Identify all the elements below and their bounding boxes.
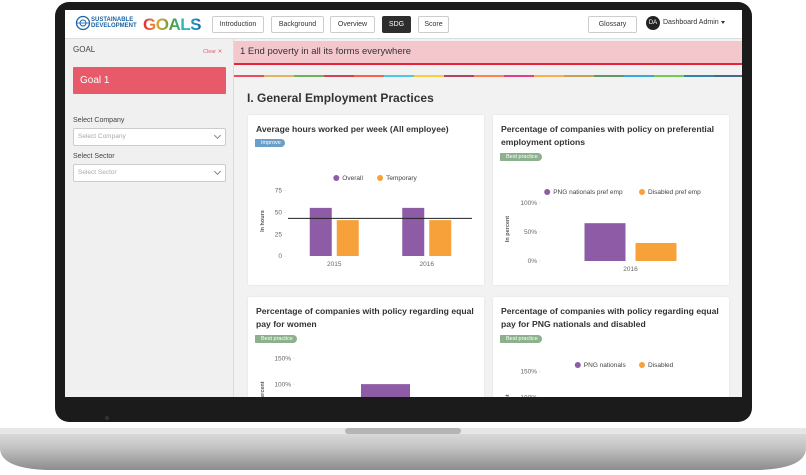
brand-small: DEVELOPMENT (91, 23, 137, 29)
bar (361, 384, 410, 397)
y-tick-label: 0 (278, 253, 282, 260)
bar (402, 207, 425, 256)
legend-label: Disabled pref emp (648, 189, 701, 196)
brand: GOALS (143, 15, 201, 34)
main-content: 1 End poverty in all its forms everywher… (234, 39, 742, 397)
legend-swatch (639, 189, 645, 195)
badge: Best practice (500, 153, 542, 161)
filter-label: Select Company (73, 117, 125, 124)
legend-label: Temporary (386, 175, 417, 182)
y-tick-label: 25 (275, 231, 283, 238)
goal-heading: GOAL (73, 45, 96, 54)
x-tick-label: 2016 (623, 266, 638, 273)
y-axis-label: In hours (260, 210, 266, 232)
legend-label: Disabled (648, 362, 674, 369)
legend-label: PNG nationals pref emp (553, 189, 623, 196)
user-caret[interactable] (721, 21, 725, 24)
chart-card: 0 25 50 75 In hours Overall Temporary 2015 2016 A… (248, 115, 484, 285)
y-tick-label: 150% (520, 368, 537, 375)
lid-notch (345, 428, 461, 434)
un-logo (75, 15, 91, 31)
legend-swatch (377, 175, 384, 181)
nav-tab[interactable]: SDG (382, 16, 411, 33)
y-tick-label: 50% (524, 229, 537, 236)
chart-title: Percentage of companies with policy on p… (501, 124, 714, 147)
section-title: I. General Employment Practices (247, 91, 434, 105)
chart: 0 25 50 75 In hours Overall Temporary 2015 2016 (260, 175, 472, 268)
badge: Improve (255, 139, 285, 147)
chart-card: 0% 50% 100% In percent PNG nationals pref em… (493, 115, 729, 285)
y-tick-label: 75 (275, 188, 283, 195)
legend-swatch (639, 362, 645, 368)
y-tick-label: 0% (528, 258, 538, 265)
bar (429, 220, 452, 256)
y-axis-label: In percent (260, 381, 266, 397)
camera (105, 416, 109, 420)
legend-swatch (333, 175, 340, 181)
y-tick-label: 150% (274, 355, 291, 362)
nav-tab[interactable]: Score (418, 16, 449, 33)
legend-label: Overall (342, 175, 363, 182)
chart-title: Average hours worked per week (All emplo… (256, 124, 449, 134)
bar (584, 223, 626, 261)
chart-title: Percentage of companies with policy rega… (256, 306, 474, 329)
sector-select[interactable]: Select Sector (73, 164, 226, 182)
legend-label: PNG nationals (584, 362, 627, 369)
y-tick-label: 100% (520, 200, 537, 207)
goal-select[interactable]: Goal 1 (73, 67, 226, 94)
x-tick-label: 2015 (327, 261, 342, 268)
badge: Best practice (255, 335, 297, 343)
legend-swatch (544, 189, 551, 195)
y-tick-label: 100% (520, 394, 537, 397)
y-axis-label: In percent (505, 216, 511, 242)
sidebar: GOAL Clear ✕ Goal 1 Select Company Selec… (65, 39, 234, 397)
user-name[interactable]: Dashboard Admin (663, 19, 719, 26)
x-tick-label: 2016 (420, 261, 435, 268)
chart: 0% 50% 100% In percent PNG nationals pref em… (505, 189, 701, 273)
goal-banner: 1 End poverty in all its forms everywher… (234, 41, 742, 65)
company-select[interactable]: Select Company (73, 128, 226, 146)
screen: SUSTAINABLE DEVELOPMENT GOALS Introducti… (65, 10, 742, 397)
chart: 50%100%150%In percent (260, 355, 410, 397)
glossary-button[interactable]: Glossary (588, 16, 637, 33)
filter-label: Select Sector (73, 153, 115, 160)
chart-title: Percentage of companies with policy rega… (501, 306, 719, 329)
nav-tab[interactable]: Overview (330, 16, 375, 33)
nav-bar: SUSTAINABLE DEVELOPMENT GOALS Introducti… (65, 10, 742, 39)
bar (635, 242, 677, 261)
legend-swatch (574, 362, 581, 368)
y-tick-label: 50 (275, 209, 283, 216)
bar (336, 220, 359, 256)
nav-tab[interactable]: Background (271, 16, 324, 33)
nav-tab[interactable]: Introduction (212, 16, 264, 33)
y-tick-label: 100% (274, 381, 291, 388)
bar (309, 207, 332, 256)
badge: Best practice (500, 335, 542, 343)
clear-button[interactable]: Clear ✕ (203, 49, 223, 55)
avatar[interactable]: DA (646, 16, 660, 30)
y-axis-label: In percent (505, 394, 511, 397)
laptop-base (0, 432, 806, 470)
brand-small: SUSTAINABLE (91, 17, 134, 23)
sdg-color-strip (234, 75, 742, 77)
